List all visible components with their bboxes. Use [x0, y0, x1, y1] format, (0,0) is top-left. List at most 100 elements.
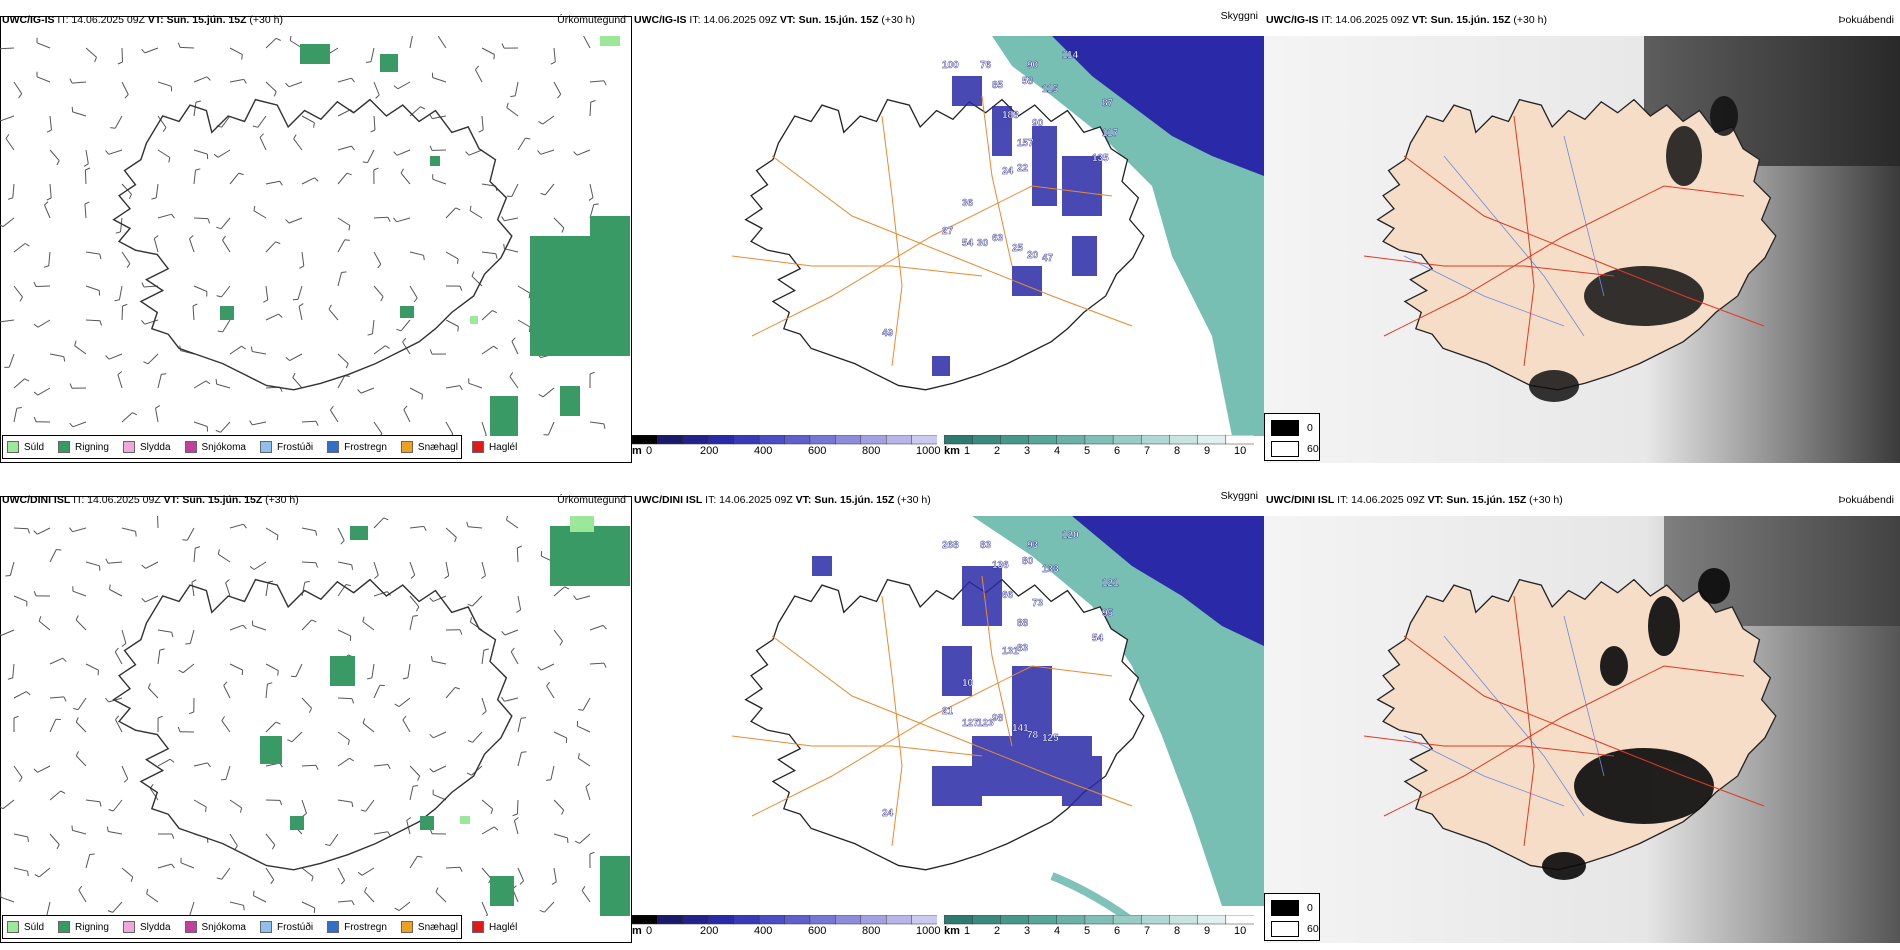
lead-time: (+30 h): [1510, 14, 1547, 26]
wind-barb: [121, 251, 131, 264]
fog-map: [1264, 516, 1900, 943]
wind-barb: [157, 81, 172, 87]
wind-barb: [293, 138, 303, 151]
wind-barb-flag: [182, 539, 188, 541]
wind-barb-flag: [351, 564, 354, 570]
wind-barb: [108, 831, 123, 835]
wind-barb: [13, 691, 27, 699]
cloud-base-label: 66: [1002, 590, 1014, 601]
init-time: IT: 14.06.2025 09Z: [1318, 14, 1412, 26]
wind-barb-flag: [357, 389, 362, 394]
precip-legend: Súld Rigning Slydda Snjókoma Frostúði Frostre…: [2, 435, 517, 459]
wind-barb-flag: [69, 383, 73, 389]
wind-barb: [371, 319, 375, 334]
wind-barb: [468, 382, 483, 389]
wind-barb-flag: [207, 218, 211, 224]
colorbar-step: [1225, 915, 1254, 925]
wind-barb-flag: [459, 385, 463, 391]
legend-swatch: [7, 441, 19, 453]
wind-barb: [265, 241, 276, 253]
wind-barb-flag: [27, 528, 30, 534]
wind-barb: [222, 319, 231, 333]
cloud-base-label: 54: [1092, 633, 1104, 644]
colorbar-step: [632, 915, 659, 925]
wind-barb: [49, 149, 60, 161]
colorbar-tick-label: 600: [808, 445, 827, 457]
map-frame: [0, 496, 632, 943]
wind-barb-flag: [271, 844, 276, 850]
wind-barb-flag: [259, 133, 264, 138]
wind-barb-flag: [429, 114, 433, 119]
wind-barb-flag: [43, 265, 49, 268]
visibility-unit: km: [944, 445, 960, 457]
wind-barb: [193, 170, 196, 185]
model-label: UWC/IG-IS: [2, 14, 55, 26]
wind-barb: [109, 589, 123, 597]
lead-time: (+30 h): [1526, 494, 1563, 506]
wind-barb-flag: [114, 647, 119, 653]
wind-barb: [13, 765, 23, 778]
colorbar-tick-label: 6: [1114, 925, 1121, 937]
ceiling-map: 100 76 90 114 85 58 115 87 117 135 188 90 157 24 22 36 2…: [731, 36, 1264, 436]
wind-barb-flag: [16, 407, 22, 409]
wind-barb: [517, 137, 526, 151]
wind-barb: [409, 36, 413, 49]
wind-barb: [85, 47, 97, 58]
wind-barb-flag: [400, 168, 404, 174]
wind-barb: [553, 81, 562, 95]
wind-barb-flag: [481, 575, 486, 579]
wind-barb: [193, 380, 207, 389]
colorbar-tick-label: 7: [1144, 925, 1151, 937]
wind-barb: [253, 561, 267, 570]
wind-barb: [13, 833, 28, 838]
wind-barb: [409, 855, 418, 869]
valid-time: VT: Sun. 15.jún. 15Z: [1427, 494, 1527, 506]
legend-label: Rigning: [75, 441, 109, 453]
wind-barb-flag: [528, 326, 531, 332]
wind-barb: [504, 697, 519, 702]
wind-barb-flag: [367, 333, 373, 336]
wind-barb-flag: [417, 855, 423, 858]
wind-barb: [506, 107, 519, 117]
wind-barb: [121, 183, 132, 195]
wind-barb: [37, 765, 51, 773]
wind-barb-flag: [243, 79, 247, 84]
wind-barb-flag: [276, 535, 279, 541]
wind-barb: [157, 516, 159, 529]
wind-barb: [516, 547, 519, 563]
wind-barb: [257, 115, 267, 128]
wind-barb: [445, 319, 459, 327]
wind-barb-flag: [501, 43, 505, 49]
wind-barb: [218, 553, 231, 563]
wind-barb: [553, 217, 565, 229]
wind-barb-flag: [192, 303, 198, 307]
wind-barb-flag: [191, 579, 197, 583]
wind-barb-flag: [143, 361, 149, 365]
wind-barb-flag: [540, 192, 546, 196]
cloud-base-label: 76: [980, 60, 992, 71]
colorbar-step: [632, 435, 659, 445]
model-label: UWC/DINI ISL: [634, 494, 703, 506]
visibility-unit: km: [944, 925, 960, 937]
wind-barb-flag: [221, 778, 227, 781]
legend-item: Snæhagl: [400, 441, 458, 453]
wind-barb-flag: [250, 346, 253, 352]
wind-barb: [157, 863, 172, 869]
cloud-base-label: 22: [1017, 163, 1029, 174]
ceiling-panel-top: UWC/IG-IS IT: 14.06.2025 09Z VT: Sun. 15…: [632, 10, 1264, 463]
wind-barb-flag: [240, 807, 243, 813]
wind-barb-flag: [377, 263, 382, 269]
wind-barb-flag: [99, 253, 102, 260]
wind-barb-flag: [403, 405, 408, 410]
colorbar-step: [1028, 915, 1058, 925]
wind-barb-flag: [73, 708, 79, 711]
wind-barb: [191, 582, 195, 597]
wind-barb: [72, 527, 87, 533]
wind-barb: [193, 799, 207, 808]
wind-barb-flag: [469, 205, 472, 211]
legend-swatch: [259, 441, 272, 453]
wind-barb-flag: [242, 624, 247, 630]
wind-barbs: [0, 36, 607, 436]
colorbar-step: [885, 915, 913, 925]
wind-barb-flag: [362, 616, 365, 622]
